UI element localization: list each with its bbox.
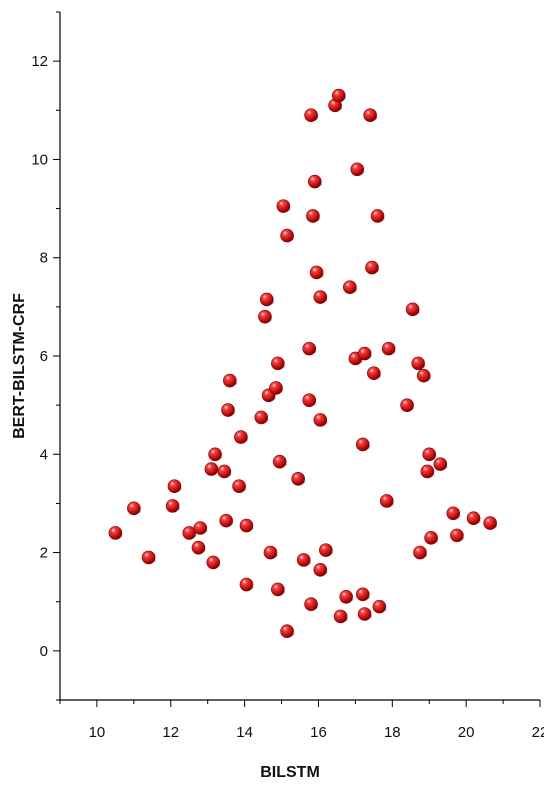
- data-point: [165, 499, 180, 513]
- data-point: [280, 228, 294, 243]
- data-point: [405, 302, 420, 317]
- data-point: [223, 373, 237, 388]
- data-point: [141, 550, 156, 565]
- data-point: [304, 108, 318, 122]
- data-point: [304, 597, 318, 611]
- axes: [59, 12, 540, 701]
- data-point: [307, 174, 322, 189]
- data-point: [313, 290, 328, 304]
- data-point: [272, 454, 287, 469]
- data-point: [424, 531, 438, 545]
- data-point: [258, 309, 272, 324]
- x-tick-label: 12: [162, 724, 179, 741]
- data-point: [306, 209, 320, 223]
- x-axis-title: BILSTM: [260, 764, 320, 781]
- y-axis-title: BERT-BILSTM-CRF: [11, 293, 28, 439]
- data-point: [313, 413, 328, 427]
- data-point: [466, 511, 481, 525]
- data-point: [372, 599, 387, 614]
- data-point: [313, 562, 328, 577]
- data-point: [363, 108, 377, 122]
- x-tick-label: 16: [310, 724, 327, 741]
- x-tick-label: 20: [458, 724, 475, 741]
- data-point: [379, 494, 394, 508]
- data-point: [271, 356, 285, 371]
- data-point: [302, 341, 317, 356]
- data-point: [296, 553, 311, 567]
- data-point: [269, 381, 283, 395]
- data-point: [370, 209, 385, 223]
- y-tick-label: 2: [40, 545, 48, 562]
- y-tick-label: 12: [31, 53, 48, 70]
- data-point: [191, 540, 206, 555]
- data-point: [302, 393, 317, 408]
- data-point: [339, 589, 353, 604]
- data-point: [413, 545, 427, 560]
- data-point: [331, 88, 346, 103]
- data-points: [108, 88, 498, 639]
- y-tick-label: 10: [31, 151, 48, 168]
- x-tick-label: 10: [89, 724, 106, 741]
- data-point: [127, 501, 141, 516]
- data-point: [239, 518, 254, 533]
- data-point: [433, 457, 448, 471]
- data-point: [367, 366, 381, 381]
- data-point: [291, 472, 305, 486]
- data-point: [206, 555, 221, 570]
- y-tick-label: 8: [40, 250, 48, 267]
- data-point: [355, 437, 370, 452]
- data-point: [271, 582, 285, 597]
- data-point: [416, 368, 431, 383]
- tick-labels: 10 12 14 16 18 20 22 0 2 4 6 8 10 12: [31, 53, 544, 741]
- data-point: [446, 506, 461, 521]
- data-point: [343, 280, 357, 295]
- data-point: [221, 403, 235, 417]
- y-tick-label: 4: [40, 446, 48, 463]
- data-point: [254, 410, 269, 425]
- data-point: [319, 543, 333, 557]
- data-point: [259, 292, 274, 307]
- data-point: [232, 479, 246, 494]
- data-point: [355, 587, 370, 602]
- data-point: [219, 513, 233, 528]
- x-tick-label: 14: [236, 724, 253, 741]
- data-point: [234, 430, 248, 444]
- data-point: [193, 521, 208, 535]
- data-point: [108, 526, 123, 540]
- tick-marks: [53, 11, 541, 707]
- x-tick-label: 18: [384, 724, 401, 741]
- data-point: [381, 341, 396, 356]
- x-tick-label: 22: [532, 724, 544, 741]
- data-point: [422, 447, 437, 462]
- data-point: [450, 528, 464, 543]
- data-point: [420, 464, 435, 479]
- data-point: [400, 398, 414, 412]
- data-point: [167, 479, 182, 494]
- data-point: [411, 356, 425, 371]
- data-point: [280, 624, 294, 639]
- y-tick-label: 0: [40, 643, 48, 660]
- data-point: [204, 462, 219, 476]
- data-point: [333, 609, 348, 624]
- data-point: [357, 607, 372, 621]
- data-point: [365, 260, 379, 275]
- data-point: [350, 162, 365, 177]
- data-point: [483, 516, 497, 530]
- data-point: [263, 545, 278, 560]
- data-point: [276, 199, 291, 213]
- data-point: [309, 265, 324, 280]
- data-point: [217, 464, 232, 479]
- y-tick-label: 6: [40, 348, 48, 365]
- data-point: [357, 346, 372, 361]
- data-point: [239, 577, 254, 592]
- data-point: [208, 447, 222, 462]
